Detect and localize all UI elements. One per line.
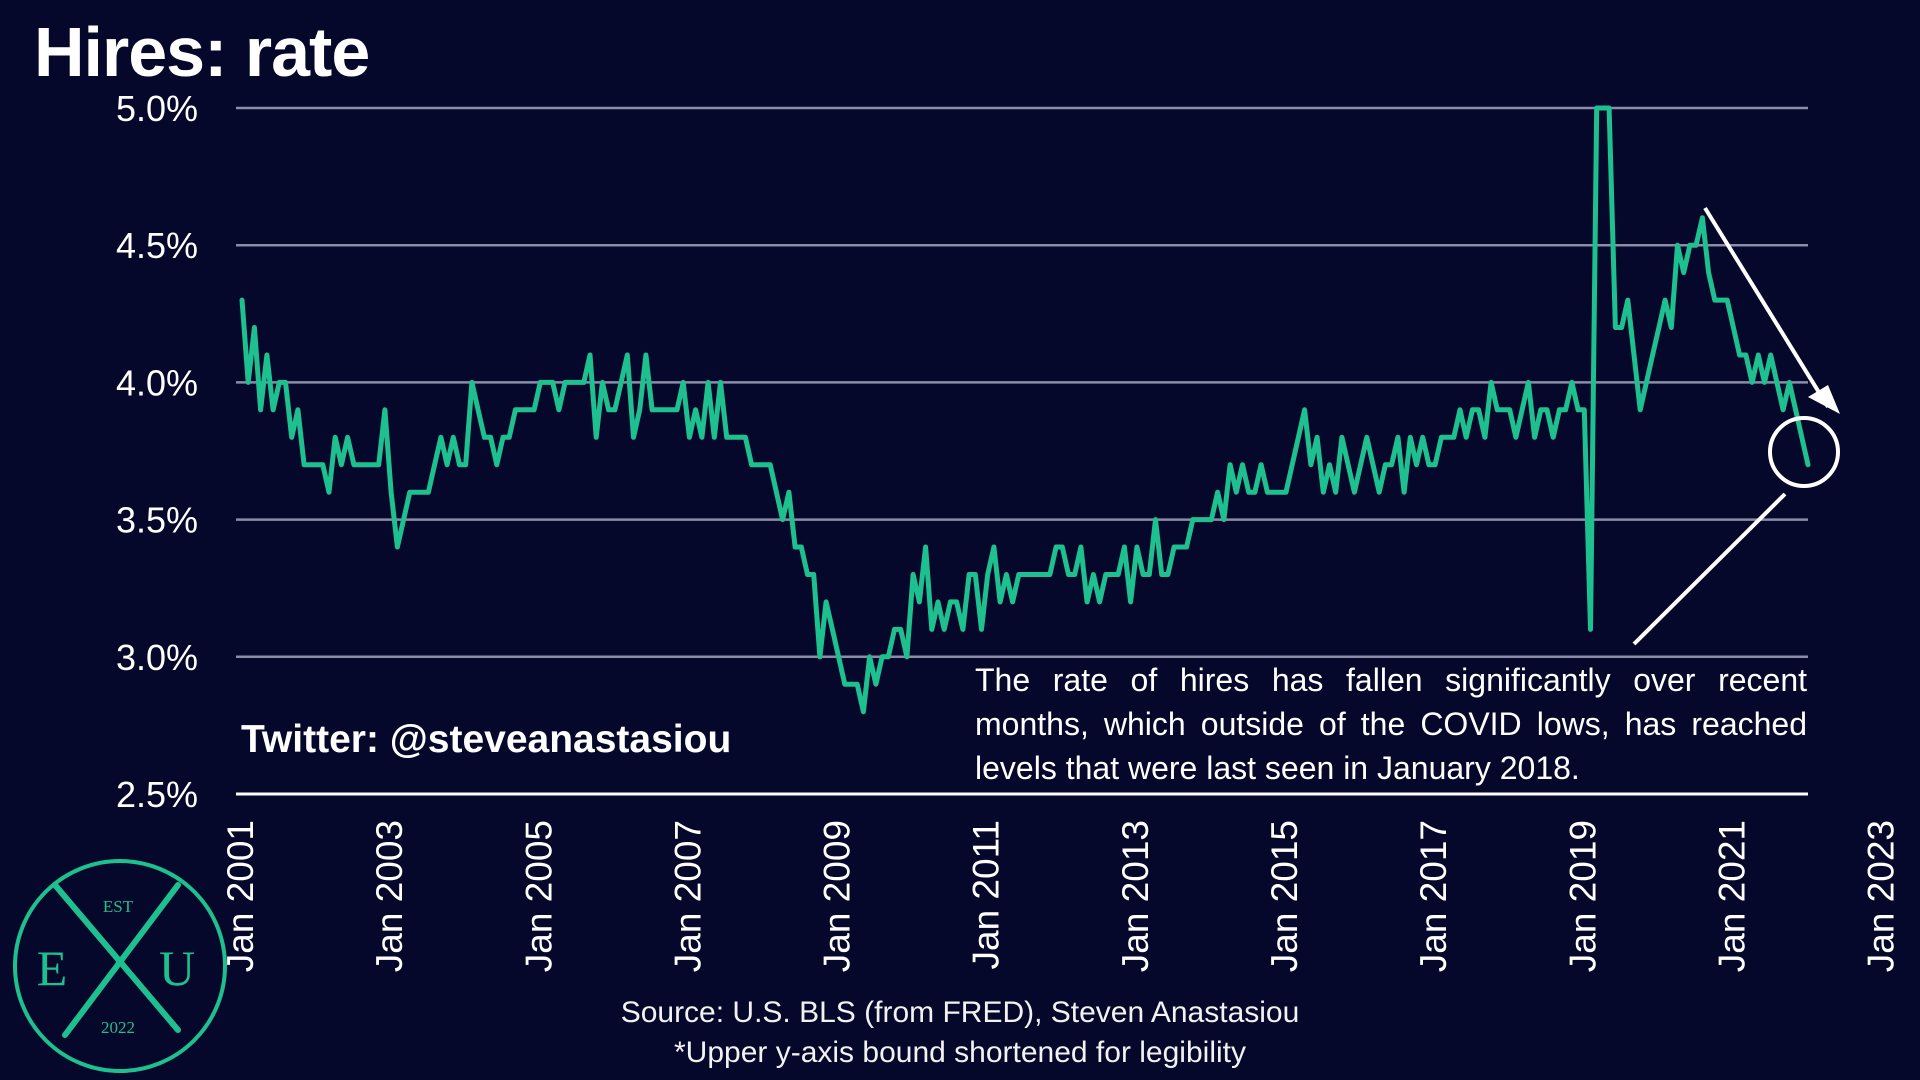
chart-title: Hires: rate [34, 13, 370, 91]
trend-arrow-head [1808, 385, 1840, 414]
x-tick-label: Jan 2005 [518, 820, 559, 972]
logo-cross-stroke-2 [62, 882, 181, 1038]
annotation-pointer-line [1632, 492, 1787, 646]
x-tick-label: Jan 2011 [966, 820, 1007, 970]
series-line [239, 105, 1811, 715]
y-tick-labels: 2.5% 3.0% 3.5% 4.0% 4.5% 5.0% [116, 88, 198, 815]
highlight-circle [1768, 416, 1840, 488]
y-tick-label: 3.0% [116, 637, 198, 678]
x-tick-label: Jan 2007 [667, 820, 708, 972]
trend-arrow-line [1703, 206, 1830, 409]
logo-cross-stroke-1 [52, 882, 181, 1033]
y-tick-label: 4.0% [116, 362, 198, 403]
logo-ring [13, 859, 227, 1073]
y-tick-label: 5.0% [116, 88, 198, 129]
y-tick-label: 3.5% [116, 500, 198, 541]
x-tick-label: Jan 2003 [369, 820, 410, 972]
x-tick-label: Jan 2023 [1861, 820, 1902, 972]
y-tick-label: 2.5% [116, 774, 198, 815]
gridlines [236, 106, 1808, 796]
annotation-text: The rate of hires has fallen significant… [975, 662, 1807, 786]
exu-logo: EST E U 2022 [13, 859, 227, 1073]
x-tick-label: Jan 2013 [1115, 820, 1156, 972]
x-tick-label: Jan 2009 [817, 820, 858, 972]
series-hires-rate [239, 105, 1811, 715]
x-tick-labels: Jan 2001 Jan 2003 Jan 2005 Jan 2007 Jan 2009… [220, 820, 1902, 972]
logo-letter-u: U [159, 940, 195, 996]
source-note: Source: U.S. BLS (from FRED), Steven Ana… [620, 996, 1300, 1029]
logo-letter-e: E [37, 940, 68, 996]
y-tick-label: 4.5% [116, 225, 198, 266]
x-tick-label: Jan 2021 [1711, 820, 1752, 972]
x-tick-label: Jan 2001 [220, 820, 261, 972]
x-tick-label: Jan 2019 [1562, 820, 1603, 972]
twitter-handle: Twitter: @steveanastasiou [241, 718, 732, 761]
logo-year: 2022 [101, 1018, 135, 1037]
axis-footnote: *Upper y-axis bound shortened for legibi… [674, 1036, 1246, 1069]
logo-est: EST [103, 897, 134, 916]
x-tick-label: Jan 2017 [1413, 820, 1454, 972]
callouts [1632, 206, 1840, 646]
x-tick-label: Jan 2015 [1264, 820, 1305, 972]
